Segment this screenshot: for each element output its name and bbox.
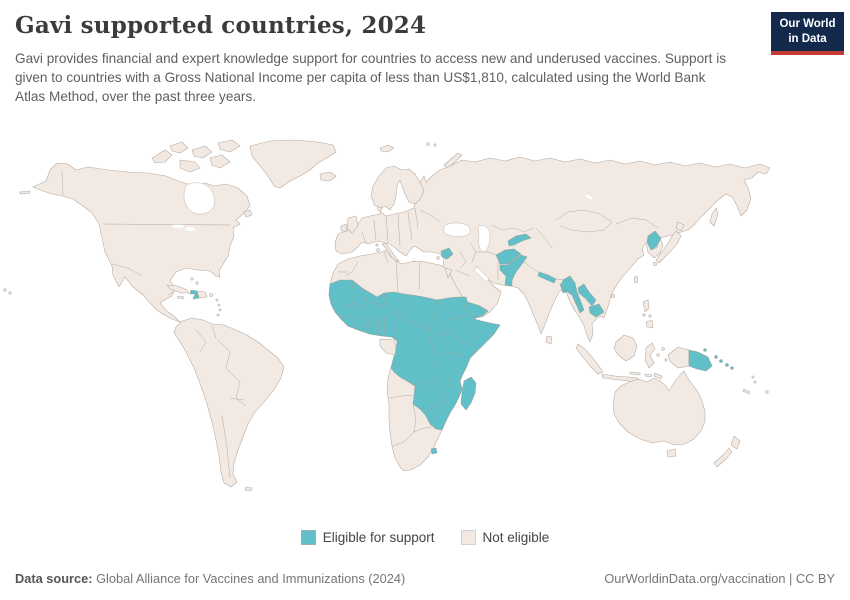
not-eligible-label: Not eligible <box>482 530 550 545</box>
map-region-new-zealand <box>730 435 741 450</box>
chart-subtitle: Gavi provides financial and expert knowl… <box>15 50 727 105</box>
chart-footer: Data source: Global Alliance for Vaccine… <box>15 571 835 586</box>
overlay-layer[interactable] <box>379 338 397 356</box>
eligible-label: Eligible for support <box>322 530 435 545</box>
not-eligible-swatch[interactable] <box>460 530 476 545</box>
data-source-line: Data source: Global Alliance for Vaccine… <box>15 571 405 586</box>
map-region-australia <box>612 370 706 446</box>
map-region-gabon <box>379 338 397 356</box>
owid-logo[interactable]: Our World in Data <box>771 12 844 55</box>
map-region-cuba <box>166 284 190 294</box>
caspian-sea <box>477 225 491 253</box>
black-sea <box>443 222 471 237</box>
map-region-lesotho <box>430 447 438 455</box>
chart-header: Gavi supported countries, 2024 Gavi prov… <box>15 12 755 106</box>
owid-credit-link[interactable]: OurWorldinData.org/vaccination | CC BY <box>604 571 835 586</box>
eligible-swatch[interactable] <box>300 530 316 545</box>
map-legend: Eligible for support Not eligible <box>0 530 850 545</box>
border-layer <box>61 171 659 479</box>
map-region-pakistan <box>499 254 528 287</box>
persian-gulf <box>473 266 490 283</box>
map-region-syria <box>440 247 454 260</box>
map-region-yemen <box>462 300 489 319</box>
page-title: Gavi supported countries, 2024 <box>15 12 427 39</box>
legend-item-eligible[interactable]: Eligible for support <box>300 530 435 545</box>
map-region-sub-saharan-africa-eligible <box>328 279 501 431</box>
owid-logo-line1: Our World <box>779 18 836 30</box>
map-region-papua-new-guinea <box>688 349 713 372</box>
map-region-japan <box>655 230 682 264</box>
map-region-haiti <box>189 289 200 300</box>
data-source-label: Data source: <box>15 571 93 586</box>
map-region-north-america <box>32 162 251 323</box>
map-region-afghanistan <box>495 248 522 265</box>
owid-logo-line2: in Data <box>788 32 827 45</box>
map-region-eurasia <box>334 156 771 343</box>
map-region-nepal <box>537 271 557 284</box>
map-region-scandinavia <box>370 165 425 211</box>
map-region-laos <box>577 283 597 307</box>
map-region-north-korea <box>646 230 662 251</box>
legend-item-not-eligible[interactable]: Not eligible <box>460 530 550 545</box>
hudson-bay <box>183 182 215 215</box>
map-region-indonesia <box>575 343 604 375</box>
map-region-myanmar <box>560 275 585 314</box>
map-region-madagascar <box>460 376 477 411</box>
map-region-tajikistan-kyrgyzstan <box>507 233 532 247</box>
eligible-layer[interactable] <box>189 230 734 455</box>
data-source-value: Global Alliance for Vaccines and Immuniz… <box>92 571 406 586</box>
map-region-greenland <box>249 139 337 189</box>
sea-layer <box>172 182 593 354</box>
map-region-cambodia <box>588 303 605 318</box>
map-region-south-america <box>173 317 285 488</box>
